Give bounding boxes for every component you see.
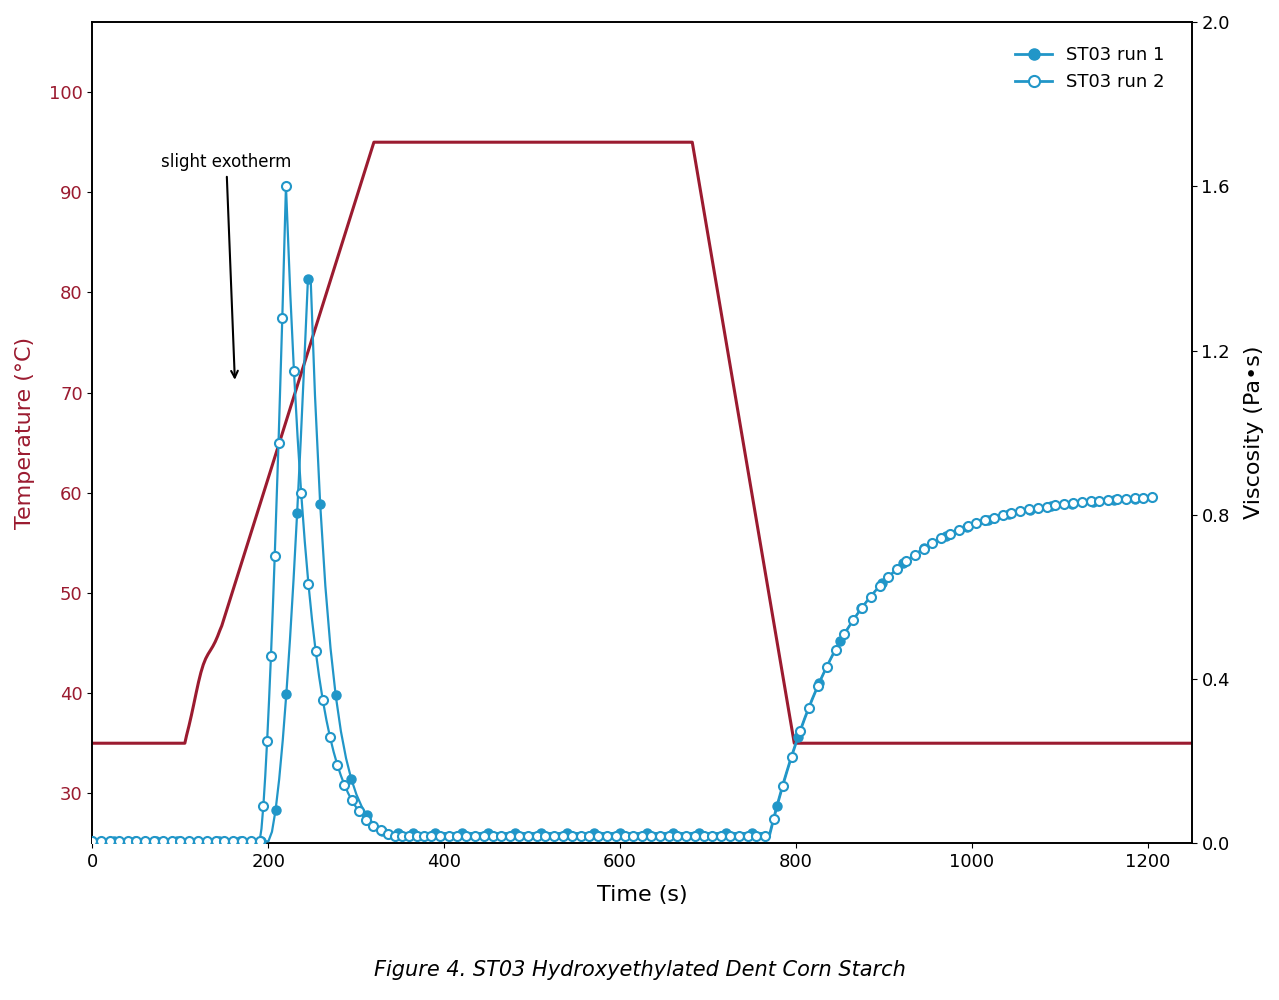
Y-axis label: Temperature (°C): Temperature (°C)	[15, 337, 35, 529]
Legend: ST03 run 1, ST03 run 2: ST03 run 1, ST03 run 2	[1008, 39, 1172, 99]
Text: Figure 4. ST03 Hydroxyethylated Dent Corn Starch: Figure 4. ST03 Hydroxyethylated Dent Cor…	[373, 960, 906, 980]
Text: slight exotherm: slight exotherm	[161, 153, 292, 378]
Y-axis label: Viscosity (Pa•s): Viscosity (Pa•s)	[1244, 346, 1264, 519]
X-axis label: Time (s): Time (s)	[597, 885, 687, 905]
